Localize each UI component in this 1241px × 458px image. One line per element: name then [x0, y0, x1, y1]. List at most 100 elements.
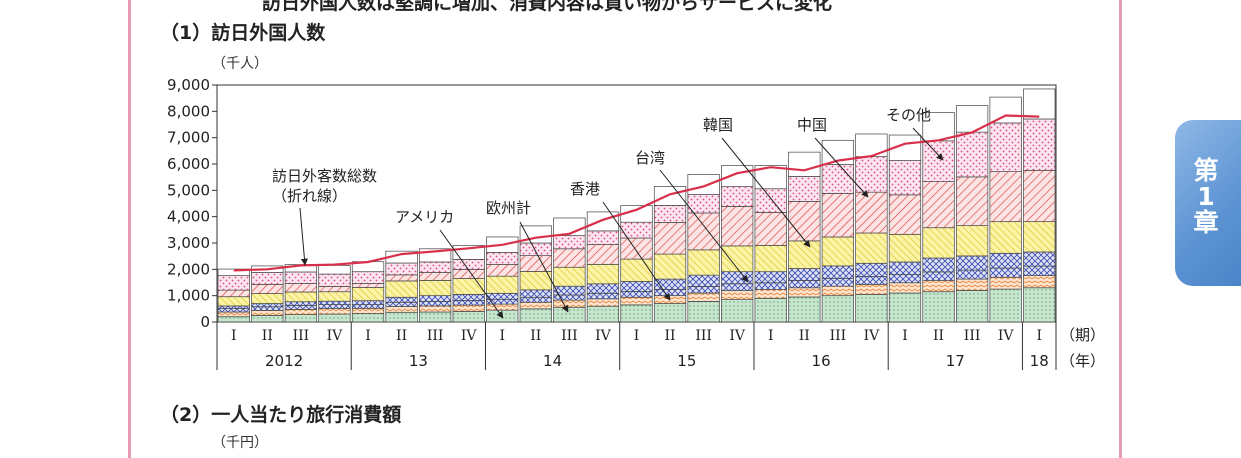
year-label: 2012 [265, 352, 303, 370]
bar-segment [284, 271, 318, 284]
bar-segment [955, 105, 989, 133]
bar-segment [284, 301, 318, 306]
bar-segment [754, 165, 787, 190]
bar-segment [888, 282, 922, 294]
bar-segment [922, 271, 955, 282]
y-tick-label: 1,000 [167, 287, 210, 305]
quarter-label: I [768, 328, 774, 344]
bar-segment [888, 292, 922, 323]
bar-segment [419, 301, 452, 307]
quarter-label: I [902, 328, 908, 344]
bar-segment [586, 298, 620, 307]
bar-segment [519, 271, 552, 291]
bar-segment [989, 252, 1022, 269]
bar-segment [653, 222, 687, 255]
bar-segment [1023, 287, 1056, 323]
bar-segment [955, 290, 989, 323]
annotation-label: 訪日外客数総数 [272, 167, 377, 185]
bar-segment [1023, 275, 1056, 289]
bar-segment [687, 174, 720, 195]
quarter-label: II [665, 328, 676, 344]
section-1-title: （1）訪日外国人数 [160, 22, 326, 44]
bar-segment [251, 315, 284, 323]
bar-segment [452, 258, 485, 270]
annotation-arrow [439, 229, 504, 319]
period-unit-label: （期） [1060, 326, 1105, 344]
annotation-arrow [814, 137, 869, 198]
quarter-label: III [561, 328, 578, 344]
annotation-label: 韓国 [703, 116, 733, 134]
bar-segment [318, 304, 351, 309]
bar-segment [721, 165, 754, 187]
bar-segment [620, 296, 653, 306]
annotation-label: 台湾 [635, 149, 665, 167]
bar-segment [351, 300, 385, 305]
bar-segment [251, 293, 284, 304]
bar-segment [821, 193, 854, 238]
chapter-tab[interactable]: 第 1 章 [1175, 120, 1241, 286]
bar-segment [318, 308, 351, 315]
bar-segment [653, 204, 687, 223]
annotation-label: 香港 [570, 180, 600, 198]
bar-segment [989, 288, 1022, 323]
bar-segment [855, 133, 888, 157]
quarter-label: III [830, 328, 847, 344]
bar-segment [855, 262, 888, 277]
year-label: 14 [543, 352, 562, 370]
bar-segment [821, 236, 854, 267]
bar-segment [586, 283, 620, 294]
bar-segment [217, 296, 250, 307]
bar-segment [922, 140, 955, 182]
y-axis: 0 1,000 2,000 3,000 4,000 5,000 6,000 7,000 8,00… [167, 76, 217, 331]
bar-segment [888, 261, 922, 275]
bar-segment [519, 242, 552, 256]
bar-segment [788, 280, 821, 289]
bar-segment [486, 252, 519, 265]
section-2-title: （2）一人当たり旅行消費額 [160, 404, 402, 426]
bar-segment [284, 309, 318, 315]
bar-segment [955, 225, 989, 257]
bar-segment [385, 311, 418, 323]
y-tick-label: 5,000 [167, 181, 210, 199]
bar-segment [251, 306, 284, 311]
bar-segment [922, 291, 955, 323]
bar-segment [754, 271, 787, 284]
bar-segment [888, 274, 922, 284]
bar-segment [922, 112, 955, 142]
bar-segment [419, 280, 452, 297]
quarter-label: III [695, 328, 712, 344]
bar-segment [385, 296, 418, 303]
year-unit-label: （年） [1060, 352, 1105, 370]
bar-segment [586, 211, 620, 232]
bar-segment [855, 191, 888, 234]
bar-segment [553, 248, 586, 268]
bar-segment [553, 299, 586, 308]
bar-segment [586, 230, 620, 245]
page-frame [128, 0, 1122, 458]
bar-segment [788, 176, 821, 202]
annotation-label: 欧州計 [486, 199, 531, 217]
bar-segment [855, 232, 888, 264]
bar-segment [351, 304, 385, 309]
bar-segment [586, 292, 620, 300]
quarter-label: III [964, 328, 981, 344]
y-tick-label: 2,000 [167, 260, 210, 278]
bar-segment [284, 291, 318, 303]
bar-segment [1023, 88, 1056, 120]
bar-segment [888, 233, 922, 263]
chapter-tab-char-3: 章 [1193, 208, 1219, 237]
year-label: 18 [1030, 352, 1049, 370]
bar-segment [989, 171, 1022, 223]
bar-segment [452, 300, 485, 306]
quarter-label: II [530, 328, 541, 344]
bar-segment [721, 206, 754, 247]
bar-segment [318, 273, 351, 287]
bar-segment [922, 280, 955, 293]
bar-segment [217, 289, 250, 298]
quarter-label: IV [864, 328, 881, 344]
annotation-label-line2: （折れ線） [272, 187, 347, 205]
bar-segment [653, 253, 687, 280]
bar-segment [754, 212, 787, 246]
bar-segment [653, 186, 687, 206]
y-tick-label: 7,000 [167, 129, 210, 147]
